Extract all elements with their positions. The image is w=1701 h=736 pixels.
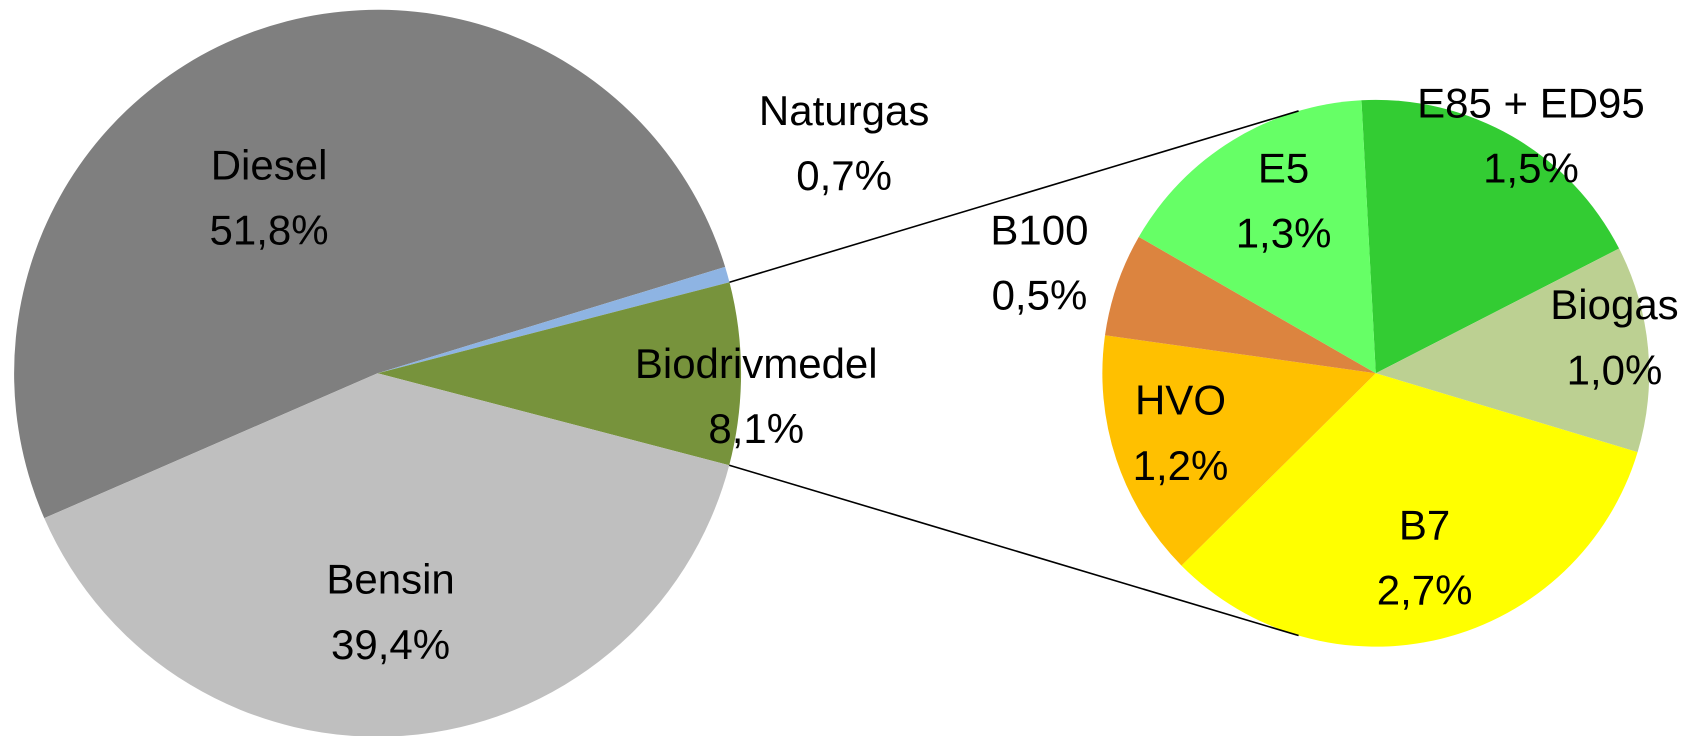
slice-label: B100	[990, 206, 1088, 253]
pie-slice	[377, 282, 742, 466]
pie-slice	[1375, 248, 1650, 453]
pie-slice	[1105, 236, 1376, 374]
slice-value-label: 0,7%	[796, 152, 892, 199]
slice-label: Diesel	[211, 141, 328, 188]
pie-slice	[377, 266, 730, 374]
connector-line	[729, 110, 1299, 283]
slice-label: Biodrivmedel	[635, 340, 878, 387]
slice-label: Naturgas	[759, 87, 929, 134]
slice-label: Biogas	[1550, 281, 1678, 328]
pie-slice	[1361, 99, 1620, 374]
slice-value-label: 0,5%	[992, 271, 1088, 318]
slice-value-label: 51,8%	[210, 206, 329, 253]
pie-slice	[14, 9, 726, 519]
slice-value-label: 1,5%	[1483, 145, 1579, 192]
slice-label: HVO	[1135, 377, 1226, 424]
slice-label: E85 + ED95	[1417, 79, 1645, 126]
slice-value-label: 1,2%	[1133, 442, 1229, 489]
pie-slice	[1181, 373, 1638, 647]
slice-value-label: 39,4%	[331, 621, 450, 668]
connector-line	[728, 464, 1299, 637]
slice-value-label: 1,0%	[1567, 346, 1663, 393]
pie-slice	[44, 373, 730, 736]
slice-label: B7	[1399, 501, 1450, 548]
slice-value-label: 1,3%	[1236, 210, 1332, 257]
pie-slice	[1102, 335, 1376, 566]
slice-label: E5	[1258, 145, 1309, 192]
slice-label: Bensin	[326, 556, 454, 603]
pie-slice	[1138, 100, 1376, 374]
slice-value-label: 2,7%	[1377, 567, 1473, 614]
slice-value-label: 8,1%	[708, 405, 804, 452]
